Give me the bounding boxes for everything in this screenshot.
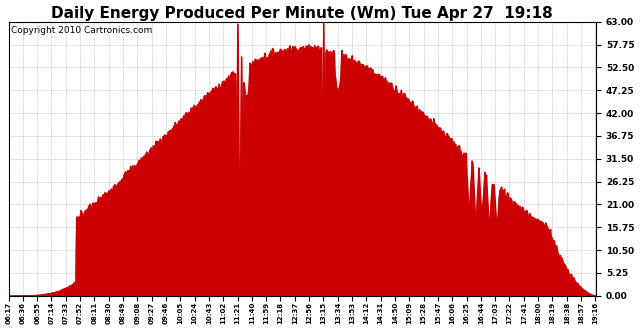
Text: Copyright 2010 Cartronics.com: Copyright 2010 Cartronics.com (12, 26, 153, 35)
Title: Daily Energy Produced Per Minute (Wm) Tue Apr 27  19:18: Daily Energy Produced Per Minute (Wm) Tu… (51, 6, 553, 20)
